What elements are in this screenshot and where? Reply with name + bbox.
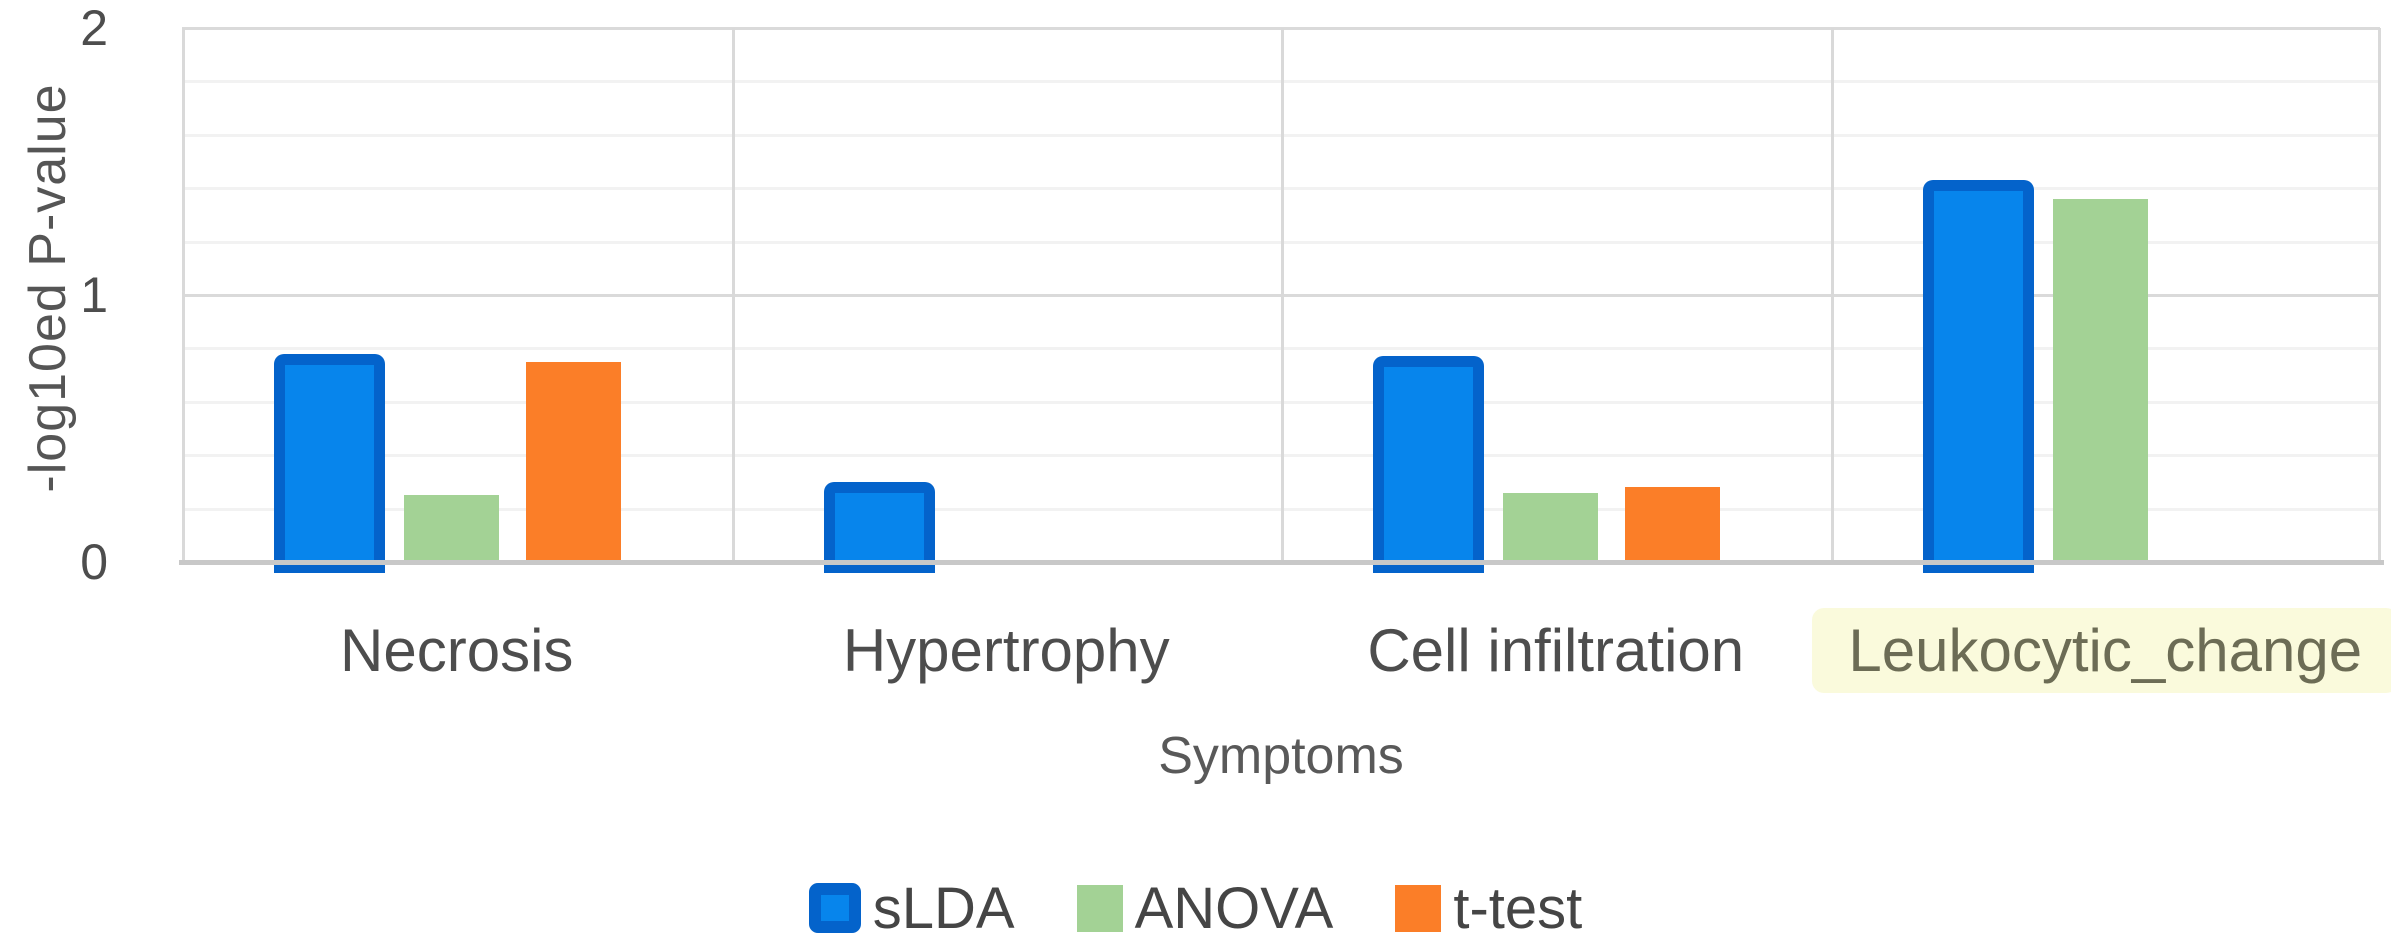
category-separator [1281, 28, 1284, 562]
x-axis-line [179, 560, 2384, 565]
legend-label-t-test: t-test [1453, 875, 1583, 941]
highlighted-category-label: Leukocytic_change [1812, 607, 2391, 693]
legend-item-anova: ANOVA [1076, 875, 1334, 942]
y-tick-label-1: 1 [80, 267, 108, 323]
bar-ANOVA-cell-infiltration [1503, 492, 1598, 562]
legend-swatch-slda [808, 883, 861, 933]
x-axis-title: Symptoms [1158, 727, 1404, 785]
bar-sLDA-hypertrophy [823, 481, 935, 573]
legend-swatch-anova [1076, 884, 1123, 932]
bar-sLDA-leukocytic-change [1922, 180, 2034, 573]
legend-item-slda: sLDA [808, 875, 1015, 942]
category-label-cell-infiltration: Cell infiltration [1367, 616, 1745, 684]
plot-right-border [2378, 28, 2381, 562]
plot-left-border [182, 28, 185, 562]
bar-t-test-necrosis [526, 361, 621, 562]
bar-ANOVA-leukocytic-change [2052, 198, 2148, 562]
bar-sLDA-cell-infiltration [1373, 356, 1484, 573]
y-tick-label-2: 2 [80, 0, 108, 56]
category-label-necrosis: Necrosis [340, 616, 574, 684]
y-tick-label-0: 0 [80, 534, 108, 590]
bar-sLDA-necrosis [274, 353, 385, 573]
legend-label-slda: sLDA [872, 875, 1015, 941]
legend-swatch-t-test [1395, 884, 1442, 932]
category-label-leukocytic-change: Leukocytic_change [1812, 600, 2391, 700]
plot-area [179, 27, 2384, 573]
category-axis: Necrosis Hypertrophy Cell infiltration Leuk… [182, 600, 2391, 700]
legend: sLDA ANOVA t-test [0, 875, 2391, 942]
category-separator [1830, 28, 1834, 562]
bar-ANOVA-necrosis [404, 495, 499, 562]
legend-label-anova: ANOVA [1134, 875, 1334, 941]
category-separator [731, 28, 735, 562]
bar-t-test-cell-infiltration [1625, 487, 1720, 562]
legend-item-t-test: t-test [1395, 875, 1582, 942]
category-label-hypertrophy: Hypertrophy [842, 616, 1170, 684]
